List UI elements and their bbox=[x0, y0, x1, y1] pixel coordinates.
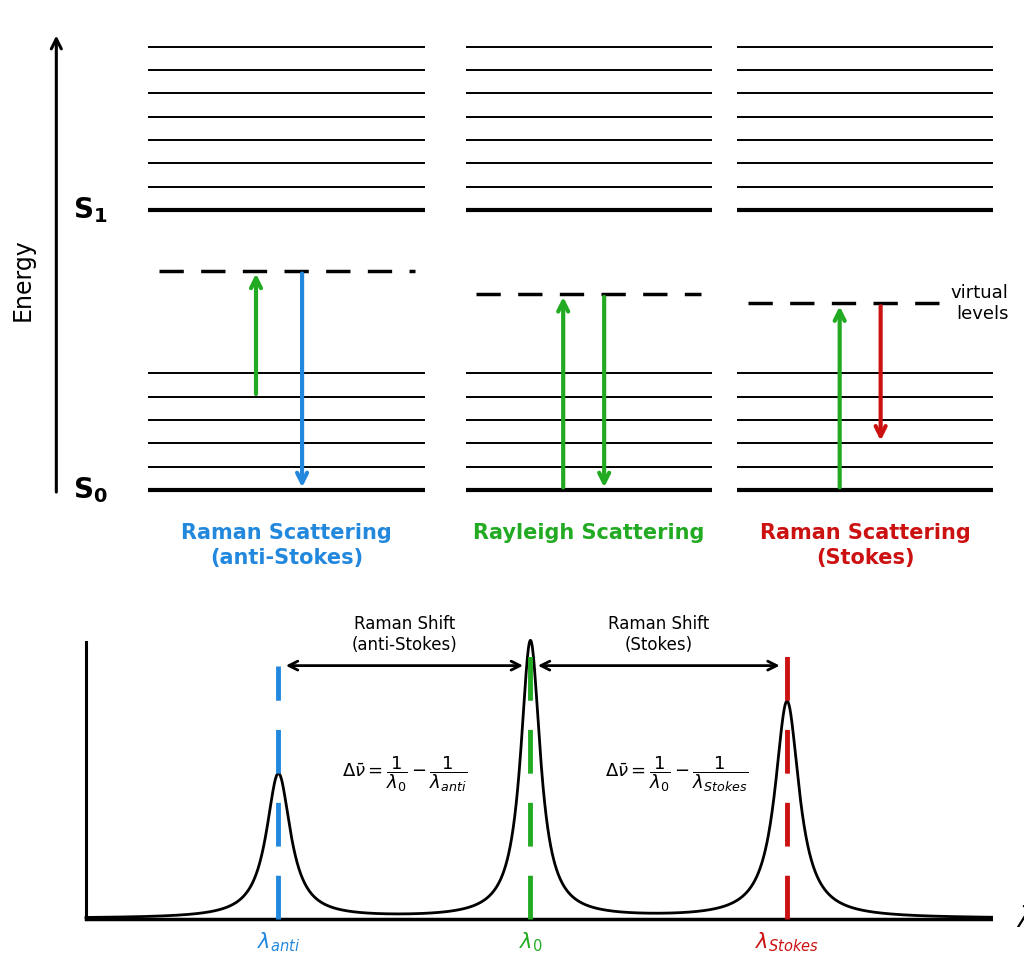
Text: Raman Scattering
(anti-Stokes): Raman Scattering (anti-Stokes) bbox=[181, 523, 392, 568]
Text: $\lambda$: $\lambda$ bbox=[1016, 904, 1024, 932]
Text: Raman Shift
(anti-Stokes): Raman Shift (anti-Stokes) bbox=[351, 614, 458, 654]
Text: Energy: Energy bbox=[10, 238, 35, 322]
Text: $\Delta\bar{\nu} = \dfrac{1}{\lambda_0} - \dfrac{1}{\lambda_{anti}}$: $\Delta\bar{\nu} = \dfrac{1}{\lambda_0} … bbox=[342, 754, 467, 794]
Text: virtual
levels: virtual levels bbox=[950, 284, 1009, 323]
Text: $\lambda_{Stokes}$: $\lambda_{Stokes}$ bbox=[755, 930, 819, 954]
Text: $\mathbf{S_0}$: $\mathbf{S_0}$ bbox=[73, 476, 108, 505]
Text: Rayleigh Scattering: Rayleigh Scattering bbox=[473, 523, 705, 543]
Text: $\lambda_0$: $\lambda_0$ bbox=[518, 930, 543, 954]
Text: $\mathbf{S_1}$: $\mathbf{S_1}$ bbox=[73, 195, 108, 225]
Text: Raman Scattering
(Stokes): Raman Scattering (Stokes) bbox=[760, 523, 971, 568]
Text: $\Delta\bar{\nu} = \dfrac{1}{\lambda_0} - \dfrac{1}{\lambda_{Stokes}}$: $\Delta\bar{\nu} = \dfrac{1}{\lambda_0} … bbox=[605, 754, 749, 794]
Text: Raman Shift
(Stokes): Raman Shift (Stokes) bbox=[608, 614, 710, 654]
Text: $\lambda_{anti}$: $\lambda_{anti}$ bbox=[257, 930, 300, 954]
